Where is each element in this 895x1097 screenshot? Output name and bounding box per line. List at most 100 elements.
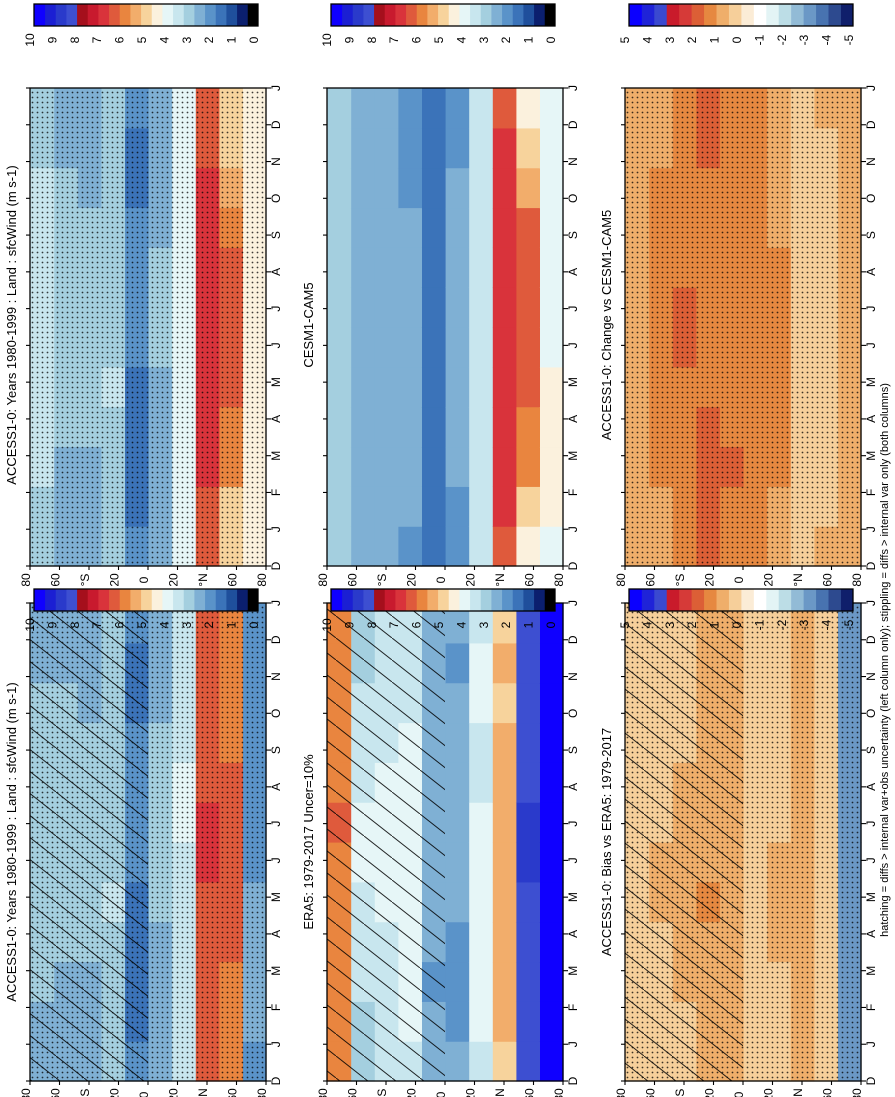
heat-cell (515, 1001, 540, 1042)
colorbar-label: -2 (775, 619, 789, 630)
colorbar-swatch (119, 589, 131, 611)
heat-cell (327, 406, 352, 448)
colorbar-label: 5 (618, 36, 632, 43)
colorbar-swatch (194, 589, 206, 611)
colorbar-swatch (512, 589, 524, 611)
lat-label: 0 (434, 576, 448, 583)
heat-cell (515, 247, 540, 288)
colorbar-label: 2 (499, 621, 513, 628)
colorbar-swatch (247, 589, 259, 611)
colorbar-swatch (765, 589, 779, 611)
month-label: J (269, 1041, 283, 1047)
colorbar-label: 10 (23, 618, 37, 632)
heat-cell (468, 327, 493, 368)
colorbar-label: 3 (180, 621, 194, 628)
heat-cell (515, 526, 540, 567)
heat-cell (515, 366, 540, 408)
heat-cell (468, 287, 493, 328)
colorbar-swatch (678, 4, 692, 26)
heat-cell (468, 127, 493, 169)
month-label: F (864, 1004, 878, 1011)
colorbar-swatch (119, 4, 131, 26)
colorbar-swatch (803, 589, 817, 611)
colorbar-swatch (416, 4, 428, 26)
heat-cell (492, 1001, 517, 1042)
month-label: A (864, 783, 878, 791)
month-label: J (269, 821, 283, 827)
month-label: S (864, 231, 878, 239)
month-label: M (269, 377, 283, 387)
month-label: O (269, 194, 283, 203)
month-label: S (864, 746, 878, 754)
heat-cell (350, 366, 375, 408)
colorbar-label: 6 (410, 621, 424, 628)
heat-cell (350, 526, 375, 567)
lat-label: °N (791, 1088, 805, 1097)
colorbar-label: 1 (225, 36, 239, 43)
lat-label: °N (493, 1088, 507, 1097)
colorbar-swatch (533, 589, 545, 611)
heat-cell (445, 762, 470, 803)
heat-cell (374, 526, 399, 567)
month-label: J (269, 526, 283, 532)
month-label: D (269, 120, 283, 129)
heat-cell (421, 406, 446, 448)
colorbar-swatch (703, 589, 717, 611)
colorbar-swatch (765, 4, 779, 26)
colorbar-swatch (728, 589, 742, 611)
heat-cell (327, 247, 352, 288)
heat-cell (515, 287, 540, 328)
month-label: M (566, 451, 580, 461)
colorbar-swatch (840, 4, 854, 26)
colorbar-swatch (172, 4, 184, 26)
colorbar-swatch (501, 589, 513, 611)
heat-cell (397, 167, 422, 209)
heat-cell (539, 682, 564, 724)
panel-title: ERA5: 1979-2017 Uncer=10% (301, 754, 316, 930)
colorbar-swatch (363, 4, 375, 26)
heat-cell (397, 88, 422, 129)
heat-cell (492, 921, 517, 963)
heat-cell (327, 446, 352, 487)
colorbar-swatch (641, 4, 655, 26)
colorbar-swatch (544, 589, 556, 611)
heat-cell (539, 167, 564, 209)
heat-cell (327, 127, 352, 169)
colorbar-swatch (183, 4, 195, 26)
colorbar-label: -3 (797, 619, 811, 630)
colorbar-swatch (194, 4, 206, 26)
heat-cell (421, 366, 446, 408)
colorbar-label: 7 (90, 36, 104, 43)
month-label: S (269, 231, 283, 239)
colorbar-label: -1 (752, 34, 766, 45)
lat-label: 60 (821, 573, 835, 587)
colorbar-swatch (55, 4, 67, 26)
colorbar-swatch (778, 4, 792, 26)
lat-label: 20 (762, 573, 776, 587)
month-label: J (864, 600, 878, 606)
colorbar-swatch (469, 589, 481, 611)
colorbar-swatch (753, 589, 767, 611)
heat-cell (374, 167, 399, 209)
colorbar-label: 4 (157, 621, 171, 628)
heat-cell (492, 207, 517, 248)
colorbar-label: 9 (342, 621, 356, 628)
colorbar-label: 10 (320, 33, 334, 47)
colorbar-swatch (778, 589, 792, 611)
heat-cell (421, 207, 446, 248)
colorbar-label: 1 (708, 36, 722, 43)
lat-label: 80 (255, 573, 269, 587)
lat-label: 80 (614, 573, 628, 587)
heat-cell (468, 642, 493, 684)
colorbar-swatch (790, 589, 804, 611)
month-label: O (566, 194, 580, 203)
heat-cell (492, 88, 517, 129)
colorbar-swatch (76, 4, 88, 26)
colorbar-swatch (653, 4, 667, 26)
colorbar-swatch (66, 4, 78, 26)
lat-label: °N (196, 1088, 210, 1097)
colorbar-swatch (448, 589, 460, 611)
colorbar-label: 2 (499, 36, 513, 43)
month-label: M (269, 966, 283, 976)
heat-cell (397, 406, 422, 448)
